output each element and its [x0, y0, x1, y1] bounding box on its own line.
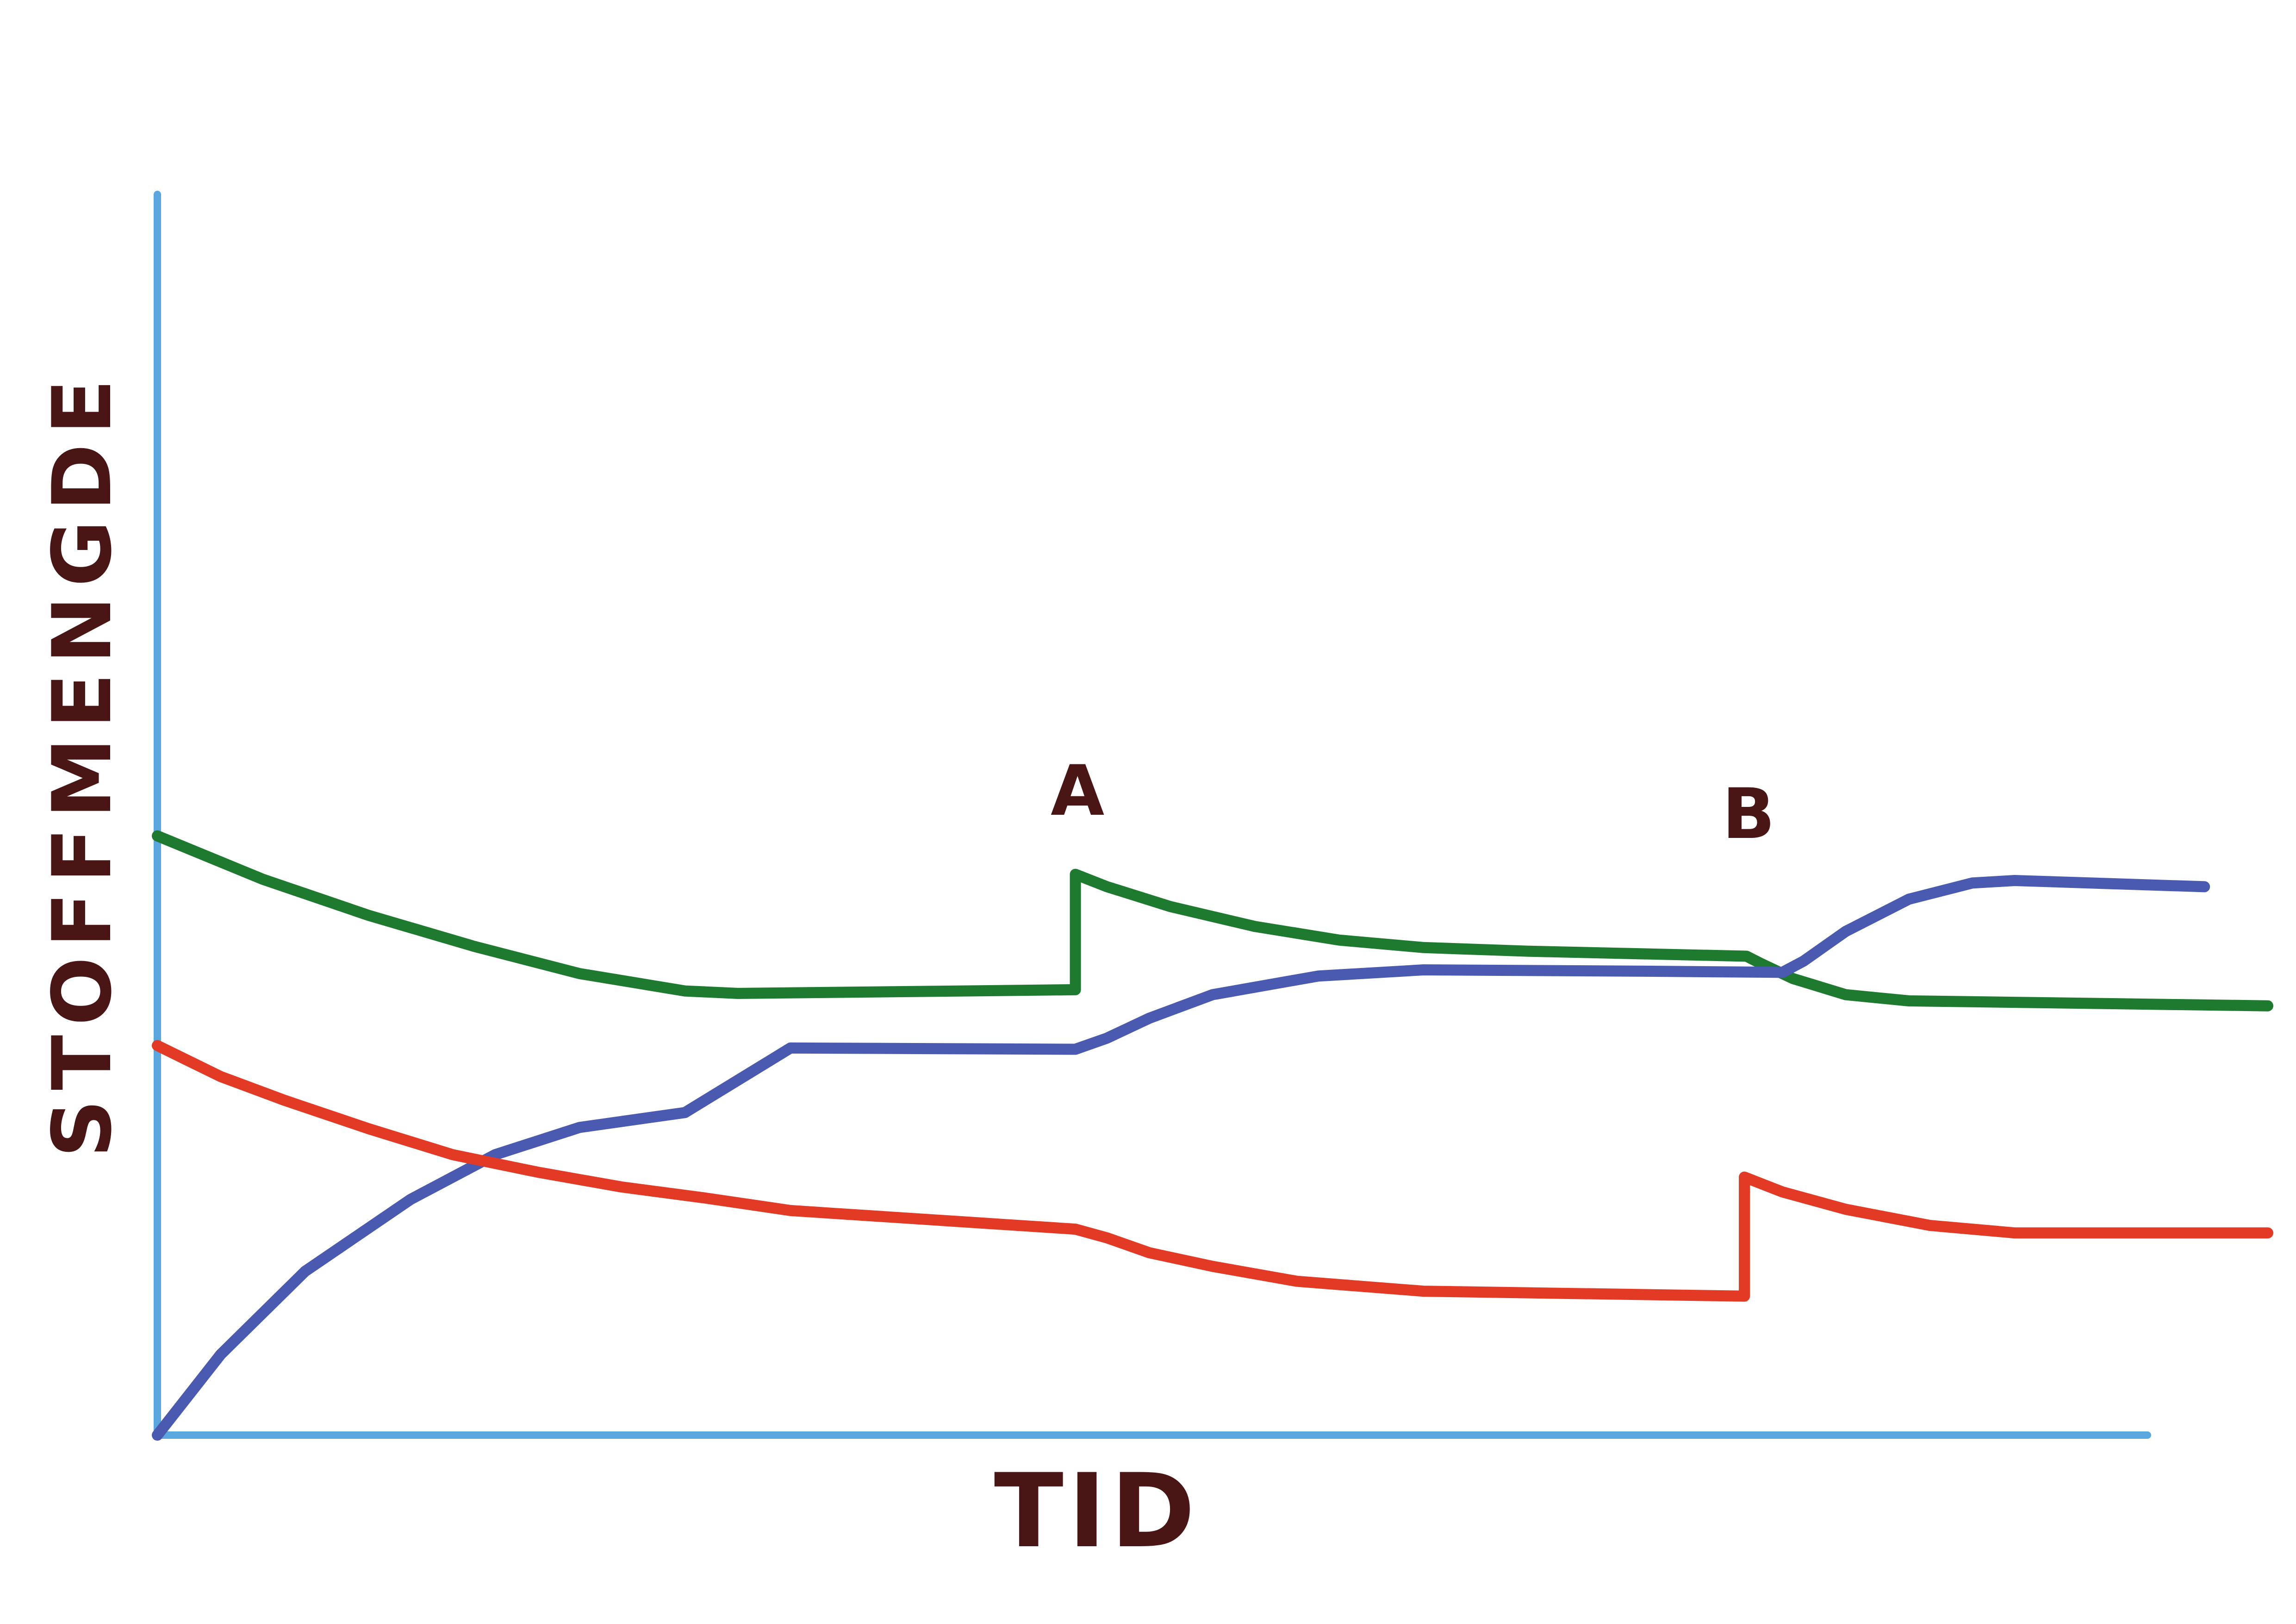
annotation-b: B	[1722, 774, 1775, 855]
y-axis-label: STOFFMENGDE	[36, 370, 130, 1158]
series-line-1	[152, 830, 2273, 1012]
annotation-a: A	[1051, 751, 1104, 831]
series-line-2	[152, 875, 2210, 1441]
x-axis-label: TID	[994, 1452, 1200, 1570]
series-line-3	[152, 1040, 2273, 1302]
series-layer	[152, 830, 2273, 1441]
